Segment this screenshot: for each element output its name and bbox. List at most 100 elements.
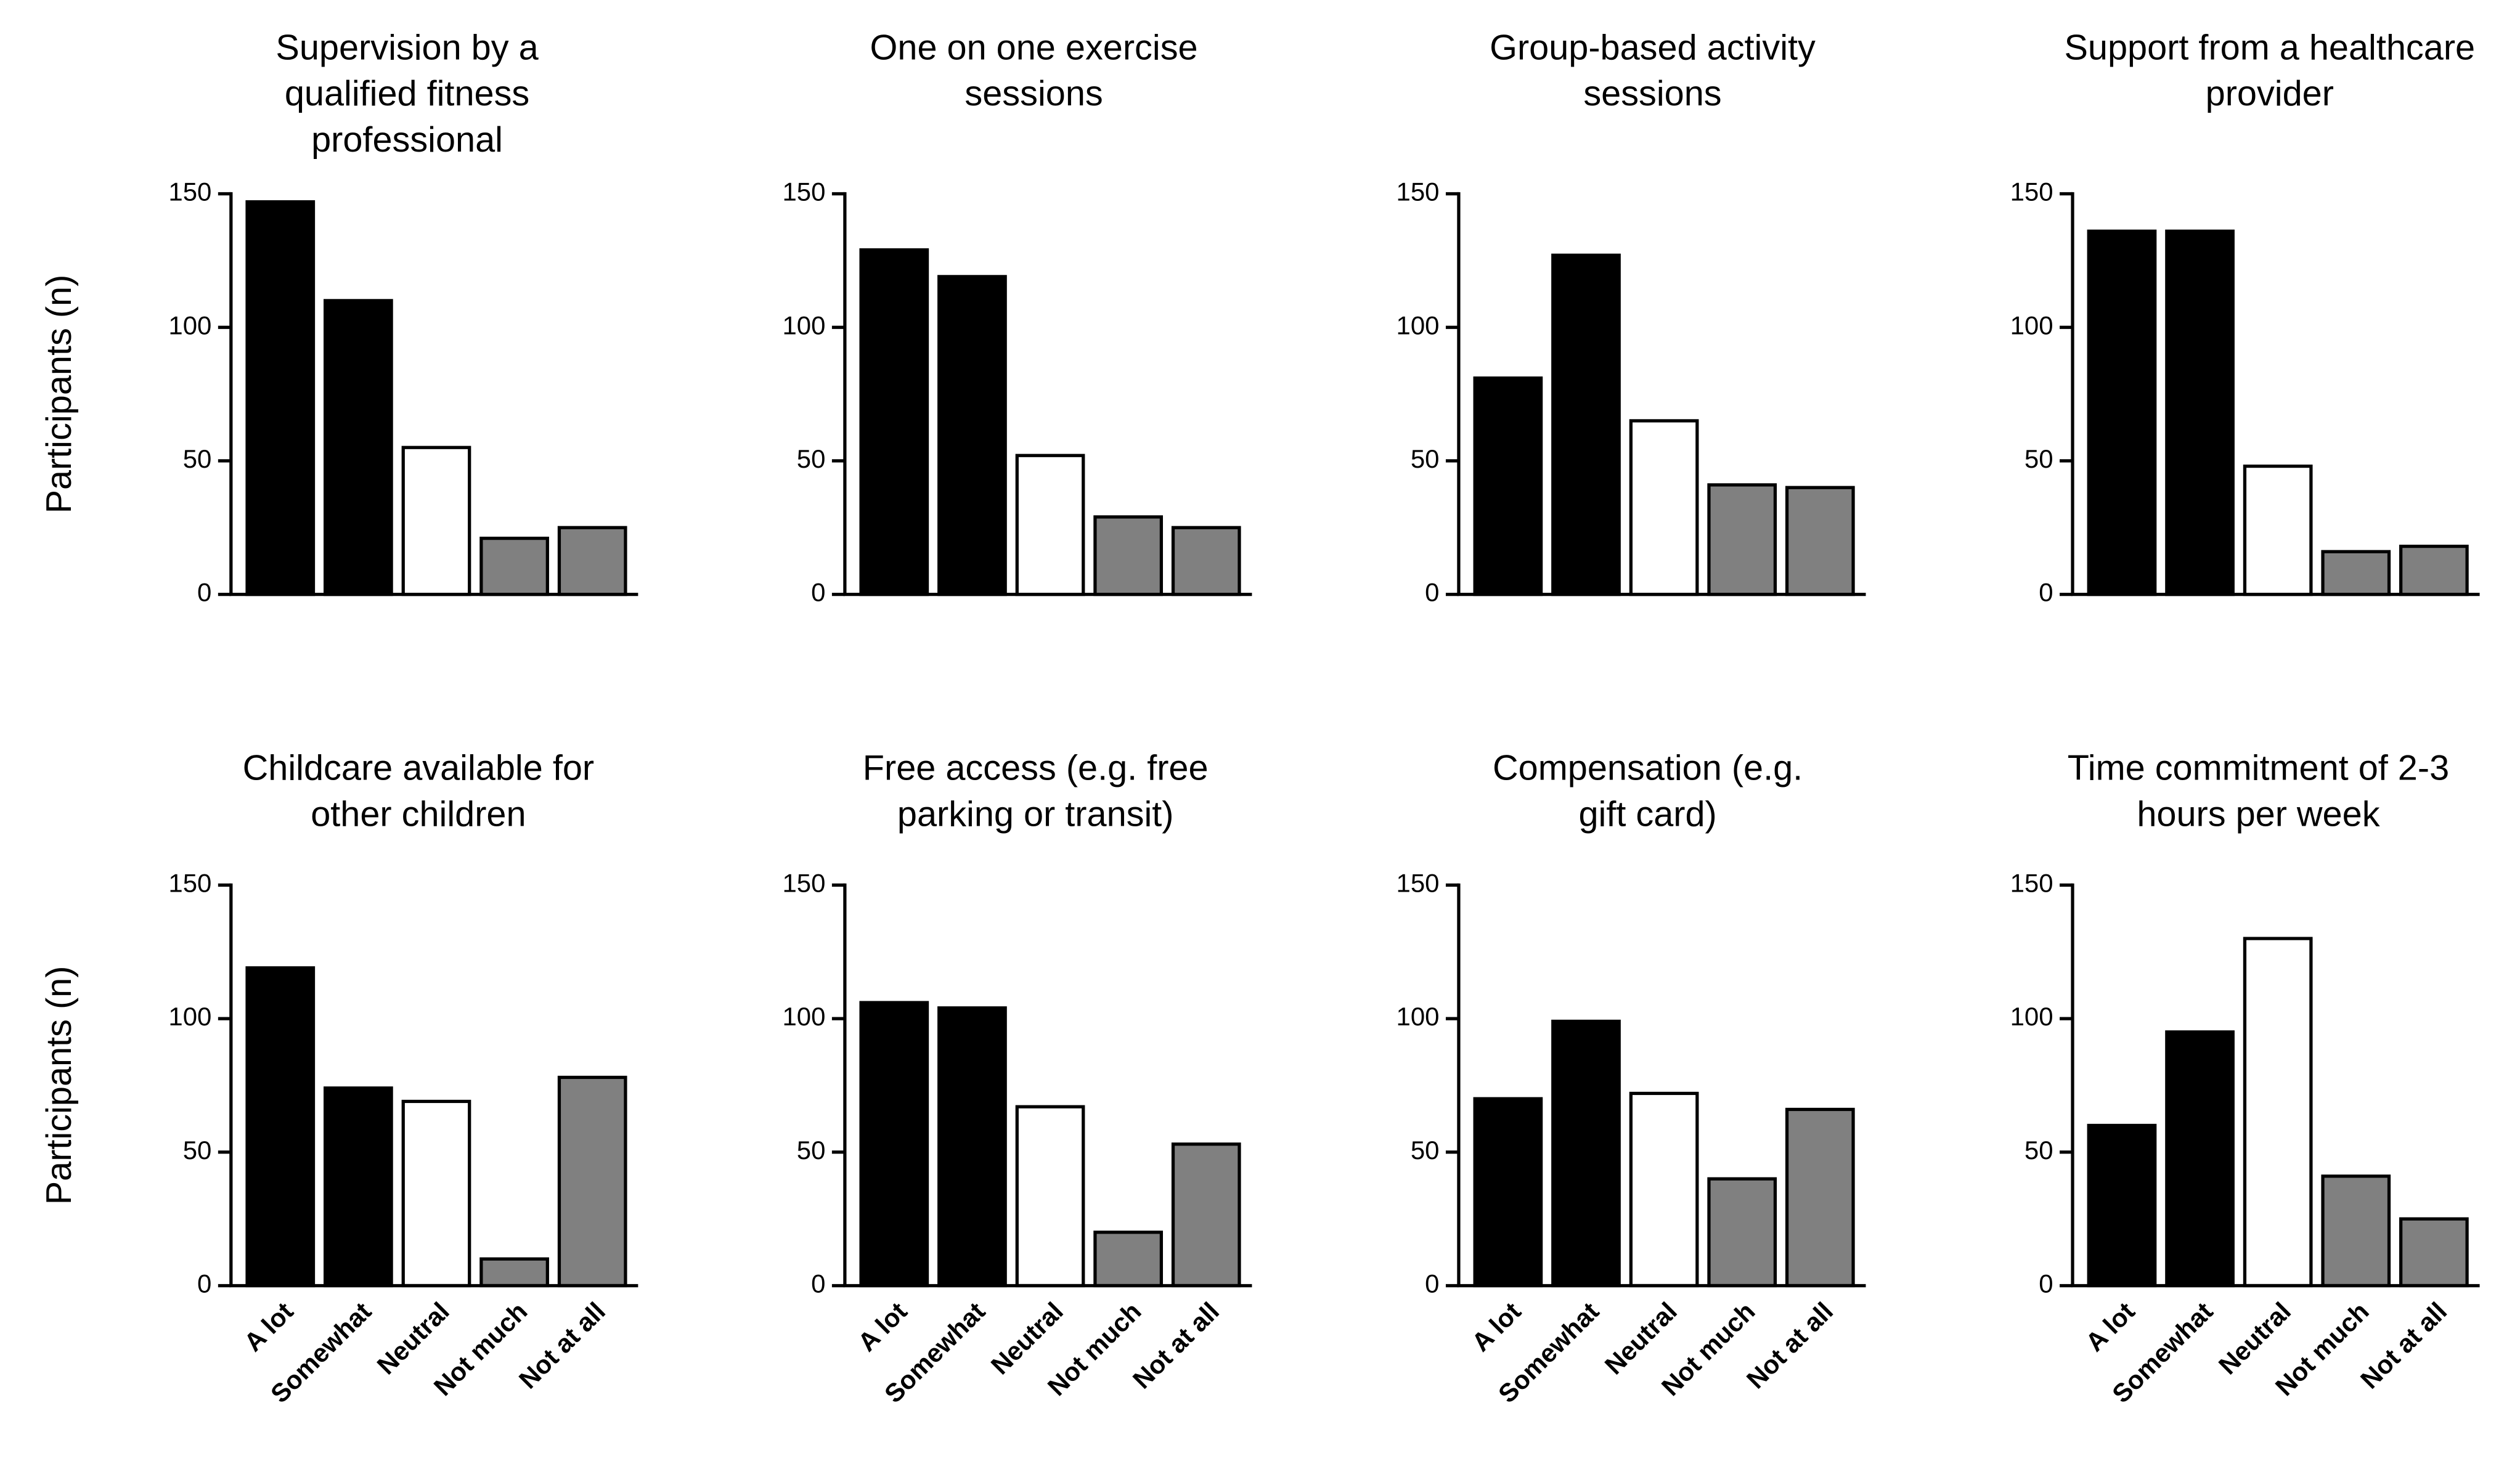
bar <box>1473 1097 1543 1288</box>
bar <box>2399 544 2469 596</box>
x-tick-label: A lot <box>2080 1296 2140 1357</box>
bar <box>859 1001 929 1288</box>
bar <box>479 1257 549 1288</box>
bar <box>479 536 549 596</box>
bar <box>557 526 627 596</box>
y-tick-label: 100 <box>782 311 825 340</box>
bar <box>1785 486 1855 596</box>
x-tick-label: A lot <box>1466 1296 1527 1357</box>
bar <box>2243 937 2313 1288</box>
y-axis-label: Participants (n) <box>39 966 79 1205</box>
y-tick-label: 150 <box>782 868 825 897</box>
y-tick-label: 150 <box>168 177 211 206</box>
chart-title: professional <box>311 120 503 160</box>
bar <box>2165 229 2235 596</box>
chart-group: Supervision by a qualified fitness profess… <box>39 28 2480 1409</box>
chart-title: Compensation (e.g. <box>1493 749 1803 788</box>
chart-title: sessions <box>1583 74 1721 113</box>
bar <box>245 200 316 596</box>
chart-title: other children <box>311 794 526 834</box>
y-tick-label: 150 <box>1397 868 1440 897</box>
bar <box>2321 1174 2391 1288</box>
y-tick-label: 100 <box>1397 311 1440 340</box>
bar <box>1707 1177 1777 1288</box>
bar <box>324 299 393 596</box>
bar <box>1093 515 1164 596</box>
bar <box>2087 1123 2157 1288</box>
bar <box>557 1075 627 1288</box>
bar <box>1015 1105 1085 1288</box>
y-tick-label: 100 <box>168 311 211 340</box>
bar <box>2087 229 2157 596</box>
x-tick-label: Not at all <box>1741 1296 1838 1394</box>
y-axis-label: Participants (n) <box>39 275 79 514</box>
bar <box>1473 376 1543 596</box>
bar <box>2321 550 2391 596</box>
bar <box>859 248 929 596</box>
bar <box>1707 483 1777 596</box>
y-tick-label: 150 <box>2010 868 2053 897</box>
bar <box>1629 419 1699 596</box>
bar <box>401 446 471 596</box>
chart-title: gift card) <box>1578 794 1716 834</box>
y-tick-label: 150 <box>2010 177 2053 206</box>
bar <box>1629 1091 1699 1288</box>
bar <box>1551 253 1621 596</box>
y-tick-label: 0 <box>811 578 825 607</box>
chart-title: Free access (e.g. free <box>863 749 1209 788</box>
bar <box>401 1099 471 1288</box>
x-tick-label: Not at all <box>1127 1296 1225 1394</box>
y-tick-label: 0 <box>1425 578 1439 607</box>
chart-title: Childcare available for <box>243 749 594 788</box>
y-tick-label: 100 <box>1397 1002 1440 1031</box>
chart-title: sessions <box>964 74 1103 113</box>
y-tick-label: 0 <box>197 578 211 607</box>
bar <box>1551 1019 1621 1288</box>
x-tick-label: A lot <box>239 1296 299 1357</box>
chart-title: One on one exercise <box>870 28 1198 67</box>
bar <box>324 1086 393 1288</box>
chart-title: Group-based activity <box>1490 28 1816 67</box>
bar <box>1015 454 1085 596</box>
y-tick-label: 50 <box>797 1136 826 1165</box>
y-tick-label: 0 <box>1425 1269 1439 1298</box>
bar <box>2243 464 2313 596</box>
y-tick-label: 50 <box>1411 444 1440 473</box>
x-tick-label: Not at all <box>2355 1296 2452 1394</box>
bar <box>1171 526 1241 596</box>
x-tick-label: Not at all <box>513 1296 611 1394</box>
chart-title: parking or transit) <box>897 794 1174 834</box>
y-tick-label: 50 <box>1411 1136 1440 1165</box>
y-tick-label: 50 <box>183 444 212 473</box>
y-tick-label: 150 <box>168 868 211 897</box>
y-tick-label: 50 <box>2025 444 2053 473</box>
bar <box>1093 1231 1164 1288</box>
bar <box>245 966 316 1288</box>
y-tick-label: 50 <box>797 444 826 473</box>
bar <box>1171 1142 1241 1288</box>
y-tick-label: 0 <box>811 1269 825 1298</box>
chart-title: Supervision by a <box>275 28 539 67</box>
bar <box>2165 1030 2235 1288</box>
y-tick-label: 100 <box>2010 1002 2053 1031</box>
y-tick-label: 150 <box>1397 177 1440 206</box>
bar <box>2399 1217 2469 1288</box>
y-tick-label: 50 <box>183 1136 212 1165</box>
y-tick-label: 0 <box>2039 578 2053 607</box>
chart-title: Time commitment of 2-3 <box>2068 749 2449 788</box>
x-tick-label: A lot <box>852 1296 913 1357</box>
bar <box>937 275 1007 596</box>
y-tick-label: 0 <box>2039 1269 2053 1298</box>
y-tick-label: 100 <box>782 1002 825 1031</box>
chart-title: qualified fitness <box>285 74 529 113</box>
y-tick-label: 150 <box>782 177 825 206</box>
y-tick-label: 50 <box>2025 1136 2053 1165</box>
chart-title: hours per week <box>2137 794 2379 834</box>
y-tick-label: 0 <box>197 1269 211 1298</box>
chart-title: Support from a healthcare <box>2064 28 2475 67</box>
y-tick-label: 100 <box>168 1002 211 1031</box>
chart-title: provider <box>2206 74 2334 113</box>
bar <box>1785 1107 1855 1288</box>
